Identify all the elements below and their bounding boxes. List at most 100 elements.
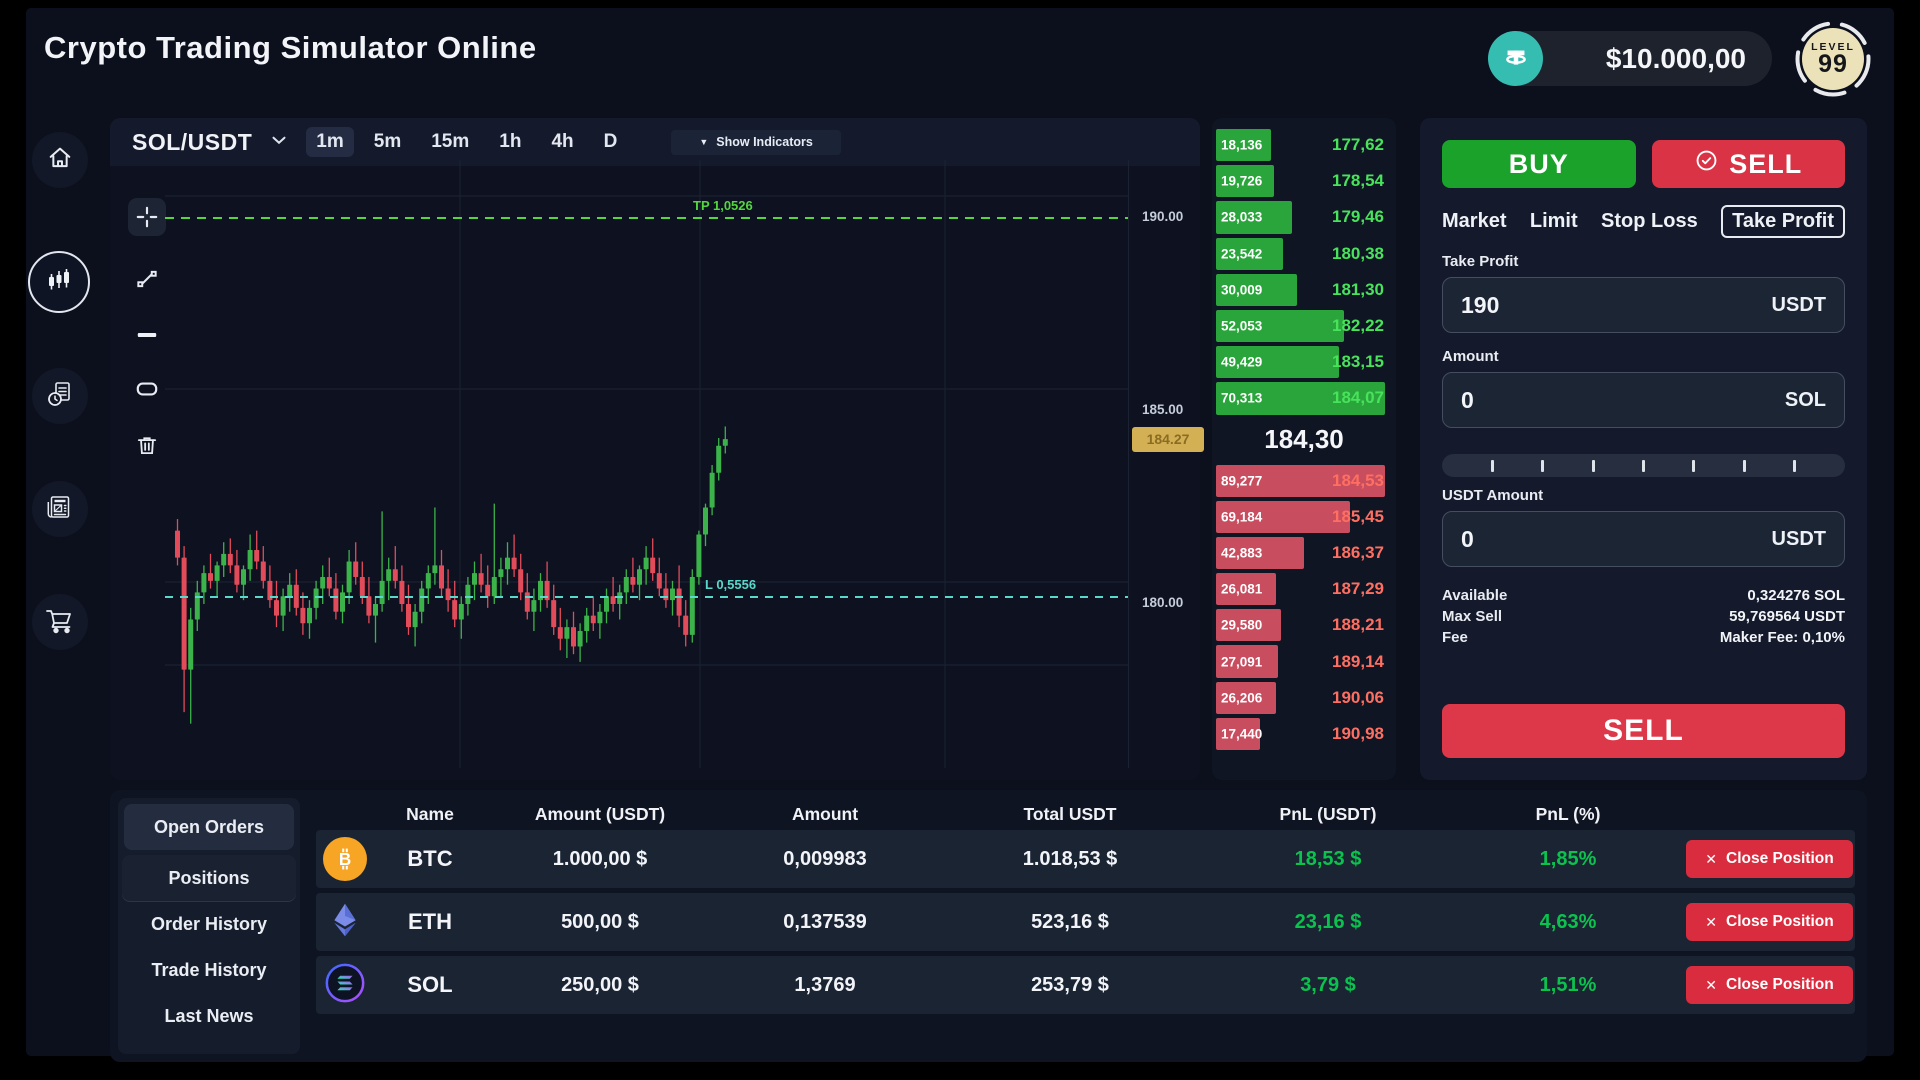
timeframe-5m[interactable]: 5m	[364, 127, 411, 157]
order-price: 181,30	[1332, 279, 1384, 299]
order-book-row[interactable]: 29,580 188,21	[1216, 607, 1392, 643]
order-price: 183,15	[1332, 352, 1384, 372]
sell-submit-button[interactable]: SELL	[1442, 704, 1845, 758]
depth-bar	[1216, 346, 1340, 379]
balance-pill[interactable]: $10.000,00	[1488, 31, 1772, 86]
sidebar-item-order-history[interactable]	[32, 368, 88, 424]
trash-tool-icon[interactable]	[128, 426, 166, 464]
total-usdt-cell: 523,16 $	[1031, 910, 1109, 933]
tab-last-news[interactable]: Last News	[164, 1005, 254, 1026]
sidebar-item-home[interactable]	[32, 132, 88, 188]
order-book-row[interactable]: 42,883 186,37	[1216, 535, 1392, 571]
order-book-row[interactable]: 23,542 180,38	[1216, 236, 1392, 272]
usdt-amount-input[interactable]: 0 USDT	[1442, 511, 1845, 567]
table-body: B BTC 1.000,00 $ 0,009983 1.018,53 $ 18,…	[316, 830, 1855, 1014]
level-label: LEVEL	[1811, 41, 1855, 54]
coin-name: ETH	[408, 909, 452, 934]
order-book-row[interactable]: 28,033 179,46	[1216, 199, 1392, 235]
order-book-row[interactable]: 49,429 183,15	[1216, 344, 1392, 380]
horizontal-line-tool-icon[interactable]	[128, 316, 166, 354]
order-type-limit[interactable]: Limit	[1530, 208, 1578, 235]
price-axis-divider	[1128, 160, 1129, 768]
balance-amount: $10.000,00	[1605, 42, 1746, 74]
order-type-market[interactable]: Market	[1442, 208, 1506, 235]
order-qty: 29,580	[1221, 617, 1263, 633]
depth-bar	[1216, 273, 1297, 306]
amount-slider[interactable]	[1442, 454, 1845, 477]
order-qty: 52,053	[1221, 318, 1263, 334]
order-book-row[interactable]: 17,440 190,98	[1216, 716, 1392, 752]
order-book-row[interactable]: 69,184 185,45	[1216, 499, 1392, 535]
sell-side-button[interactable]: SELL	[1651, 140, 1845, 188]
position-row: B BTC 1.000,00 $ 0,009983 1.018,53 $ 18,…	[316, 830, 1855, 888]
sidebar-item-news[interactable]	[32, 481, 88, 537]
order-qty: 23,542	[1221, 246, 1263, 262]
order-price: 179,46	[1332, 207, 1384, 227]
order-book-row[interactable]: 26,081 187,29	[1216, 571, 1392, 607]
depth-bar	[1216, 681, 1276, 714]
show-indicators-button[interactable]: ▼ Show Indicators	[671, 129, 841, 155]
chevron-down-icon[interactable]	[268, 129, 290, 156]
history-document-icon	[45, 379, 75, 414]
order-book-row[interactable]: 26,206 190,06	[1216, 680, 1392, 716]
amount-input[interactable]: 0 SOL	[1442, 372, 1845, 428]
timeframe-15m[interactable]: 15m	[421, 127, 479, 157]
slider-tick	[1591, 459, 1595, 472]
sidebar-item-markets[interactable]	[28, 251, 90, 313]
depth-bar	[1216, 129, 1271, 162]
pair-label[interactable]: SOL/USDT	[132, 128, 253, 155]
amount-unit: SOL	[1784, 388, 1826, 411]
depth-bar	[1216, 201, 1292, 234]
column-header: Name	[406, 803, 454, 824]
order-price: 186,37	[1332, 542, 1384, 562]
level-badge[interactable]: LEVEL 99	[1794, 20, 1872, 98]
order-book-row[interactable]: 30,009 181,30	[1216, 272, 1392, 308]
timeframe-D[interactable]: D	[594, 127, 628, 157]
order-book-row[interactable]: 52,053 182,22	[1216, 308, 1392, 344]
order-qty: 28,033	[1221, 209, 1263, 225]
order-book-row[interactable]: 18,136 177,62	[1216, 127, 1392, 163]
sidebar-item-shop[interactable]	[32, 594, 88, 650]
depth-bar	[1216, 382, 1385, 415]
tab-open-orders[interactable]: Open Orders	[124, 804, 294, 850]
usdt-amount-unit: USDT	[1771, 527, 1826, 550]
eth-icon	[326, 901, 364, 944]
amount-usdt-cell: 1.000,00 $	[552, 847, 648, 870]
depth-bar	[1216, 717, 1260, 750]
order-type-take-profit[interactable]: Take Profit	[1721, 205, 1845, 238]
amount-value: 0	[1461, 386, 1474, 413]
tether-icon	[1488, 31, 1543, 86]
level-value: 99	[1818, 50, 1848, 79]
trade-info-row: Available 0,324276 SOL	[1442, 585, 1845, 606]
close-position-button[interactable]: ✕ Close Position	[1686, 966, 1853, 1004]
take-profit-input[interactable]: 190 USDT	[1442, 277, 1845, 333]
tab-positions[interactable]: Positions	[122, 855, 296, 901]
order-price: 185,45	[1332, 506, 1384, 526]
order-price: 187,29	[1332, 579, 1384, 599]
position-row: ETH 500,00 $ 0,137539 523,16 $ 23,16 $ 4…	[316, 893, 1855, 951]
side-selector: BUY SELL	[1442, 140, 1845, 188]
rectangle-tool-icon[interactable]	[128, 370, 166, 408]
trend-line-tool-icon[interactable]	[128, 260, 166, 298]
depth-bar	[1216, 500, 1350, 533]
order-book-row[interactable]: 89,277 184,53	[1216, 463, 1392, 499]
order-book-row[interactable]: 27,091 189,14	[1216, 643, 1392, 679]
candles-svg[interactable]: TP 1,0526 L 0,5556	[165, 160, 1128, 768]
buy-side-button[interactable]: BUY	[1442, 140, 1636, 188]
crosshair-tool-icon[interactable]	[128, 198, 166, 236]
timeframe-4h[interactable]: 4h	[541, 127, 583, 157]
close-position-button[interactable]: ✕ Close Position	[1686, 840, 1853, 878]
slider-tick	[1742, 459, 1746, 472]
pnl-pct-cell: 4,63%	[1539, 910, 1597, 933]
slider-tick	[1793, 459, 1797, 472]
timeframe-1m[interactable]: 1m	[306, 127, 354, 157]
order-book-row[interactable]: 70,313 184,07	[1216, 380, 1392, 416]
amount-cell: 0,009983	[783, 847, 867, 870]
order-type-stop-loss[interactable]: Stop Loss	[1601, 208, 1698, 235]
tab-trade-history[interactable]: Trade History	[151, 959, 267, 980]
close-position-button[interactable]: ✕ Close Position	[1686, 903, 1853, 941]
timeframe-1h[interactable]: 1h	[489, 127, 531, 157]
chart-panel: SOL/USDT 1m 5m 15m 1h 4h D ▼ Show Indicators …	[110, 118, 1204, 780]
order-book-row[interactable]: 19,726 178,54	[1216, 163, 1392, 199]
tab-order-history[interactable]: Order History	[150, 913, 268, 934]
